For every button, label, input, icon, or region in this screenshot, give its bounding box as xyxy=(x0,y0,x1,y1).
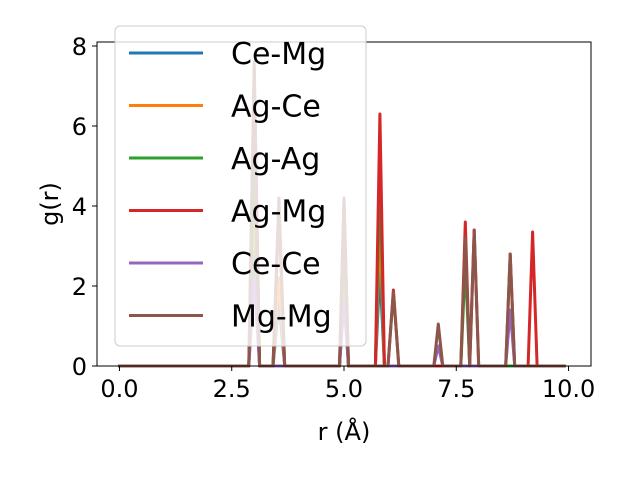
y-tick-label: 0 xyxy=(72,353,87,381)
y-axis-label: g(r) xyxy=(36,182,64,226)
legend-entry-ce-mg: Ce-Mg xyxy=(129,37,326,72)
x-tick-label: 7.5 xyxy=(437,375,475,403)
legend-entry-ag-ce: Ag-Ce xyxy=(129,90,321,125)
y-tick-label: 8 xyxy=(72,33,87,61)
x-tick-label: 0.0 xyxy=(100,375,138,403)
legend-label: Ce-Mg xyxy=(231,37,326,72)
legend-entry-ag-ag: Ag-Ag xyxy=(129,142,320,177)
y-axis: 0 2 4 6 8 xyxy=(72,33,97,381)
legend-box xyxy=(114,25,367,347)
legend-label: Ag-Ce xyxy=(231,90,321,125)
legend-entry-ce-ce: Ce-Ce xyxy=(129,247,321,282)
x-tick-label: 2.5 xyxy=(213,375,251,403)
legend: Ce-Mg Ag-Ce Ag-Ag Ag-Mg Ce-Ce Mg-Mg xyxy=(114,25,367,347)
y-tick-label: 2 xyxy=(72,273,87,301)
y-tick-label: 6 xyxy=(72,113,87,141)
legend-entry-mg-mg: Mg-Mg xyxy=(129,300,332,335)
y-tick-label: 4 xyxy=(72,193,87,221)
legend-label: Mg-Mg xyxy=(231,300,332,335)
legend-label: Ce-Ce xyxy=(231,247,321,282)
legend-label: Ag-Ag xyxy=(231,142,320,177)
x-axis-label: r (Å) xyxy=(318,417,371,446)
x-tick-label: 10.0 xyxy=(542,375,595,403)
x-axis: 0.0 2.5 5.0 7.5 10.0 xyxy=(100,366,595,403)
legend-label: Ag-Mg xyxy=(231,195,326,230)
x-tick-label: 5.0 xyxy=(325,375,363,403)
legend-entry-ag-mg: Ag-Mg xyxy=(129,195,326,230)
